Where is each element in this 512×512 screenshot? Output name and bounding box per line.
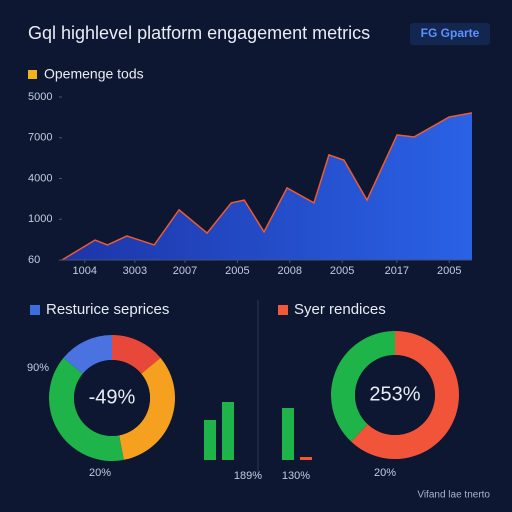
bar-label: 189% [234,470,262,482]
x-tick-label: 2008 [278,265,302,277]
donut-segment [112,335,161,374]
center-label: 253% [369,383,420,405]
x-tick-label: 2005 [437,265,461,277]
legend-swatch [28,70,37,79]
x-tick-label: 2005 [330,265,354,277]
y-tick-label: 1000 [28,213,52,225]
donut-hole [74,360,150,436]
area [62,112,472,260]
bar [300,457,312,460]
donut-segment [331,331,395,442]
legend-label: Resturice seprices [46,301,169,318]
legend-swatch [30,305,40,315]
legend-swatch [278,305,288,315]
x-tick-label: 3003 [123,265,147,277]
bar [282,408,294,460]
y-tick-label: 60 [28,254,40,266]
donut-segment [119,357,175,460]
y-tick-label: 4000 [28,172,52,184]
bar-label: 130% [282,470,310,482]
y-tick-label: 7000 [28,132,52,144]
footer: Vifand lae tnerto [417,490,490,501]
donut-segment [63,335,112,374]
donut-segment [351,331,459,459]
annotation: 20% [89,467,111,479]
legend-label: Syer rendices [294,301,386,318]
badge-bg [410,23,490,45]
title: Gql highlevel platform engagement metric… [28,23,370,43]
donut-hole [355,355,435,435]
bar [204,420,216,460]
x-tick-label: 2007 [173,265,197,277]
annotation: 20% [374,467,396,479]
annotation: 90% [27,362,49,374]
badge: FG Gparte [421,26,480,40]
donut-segment [48,357,124,462]
center-label: -49% [89,386,136,408]
x-tick-label: 2005 [225,265,249,277]
y-tick-label: 5000 [28,91,52,103]
x-tick-label: 2017 [385,265,409,277]
legend-label: Opemenge tods [44,66,144,82]
bar [222,402,234,460]
area-line [61,112,473,261]
x-tick-label: 1004 [73,265,97,277]
